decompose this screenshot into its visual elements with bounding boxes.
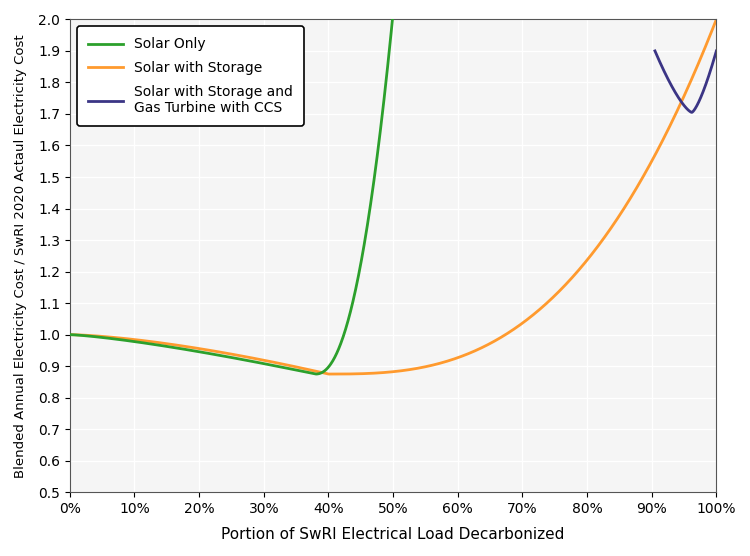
Solar with Storage <box>324 371 333 378</box>
Y-axis label: Blended Annual Electricity Cost / SwRI 2020 Actaul Electricity Cost: Blended Annual Electricity Cost / SwRI 2… <box>14 34 27 478</box>
Solar with Storage <box>712 16 721 23</box>
Solar with Storage <box>328 371 337 378</box>
Solar with Storage and
Gas Turbine with CCS <box>650 48 659 54</box>
Solar Only <box>86 333 94 340</box>
Solar with Storage and
Gas Turbine with CCS <box>651 48 660 54</box>
Solar with Storage <box>570 271 579 278</box>
Solar with Storage and
Gas Turbine with CCS <box>687 109 696 116</box>
X-axis label: Portion of SwRI Electrical Load Decarbonized: Portion of SwRI Electrical Load Decarbon… <box>221 527 565 542</box>
Solar with Storage <box>65 331 74 338</box>
Solar Only <box>344 317 352 324</box>
Solar with Storage and
Gas Turbine with CCS <box>712 48 721 54</box>
Solar with Storage and
Gas Turbine with CCS <box>688 108 698 115</box>
Solar with Storage <box>131 336 140 343</box>
Solar with Storage <box>351 370 360 377</box>
Solar Only <box>310 370 319 377</box>
Solar with Storage and
Gas Turbine with CCS <box>703 78 712 85</box>
Solar Only <box>311 371 320 378</box>
Solar Only <box>271 363 280 369</box>
Solar with Storage and
Gas Turbine with CCS <box>687 109 696 116</box>
Solar with Storage <box>510 325 519 332</box>
Solar with Storage and
Gas Turbine with CCS <box>687 109 696 116</box>
Line: Solar with Storage: Solar with Storage <box>70 19 716 374</box>
Line: Solar with Storage and
Gas Turbine with CCS: Solar with Storage and Gas Turbine with … <box>655 51 716 112</box>
Solar Only <box>65 331 74 338</box>
Line: Solar Only: Solar Only <box>70 19 392 374</box>
Solar Only <box>388 16 397 23</box>
Solar Only <box>253 359 262 366</box>
Solar Only <box>261 361 270 368</box>
Solar with Storage <box>582 258 591 265</box>
Solar with Storage and
Gas Turbine with CCS <box>706 66 716 73</box>
Legend: Solar Only, Solar with Storage, Solar with Storage and
Gas Turbine with CCS: Solar Only, Solar with Storage, Solar wi… <box>76 26 304 126</box>
